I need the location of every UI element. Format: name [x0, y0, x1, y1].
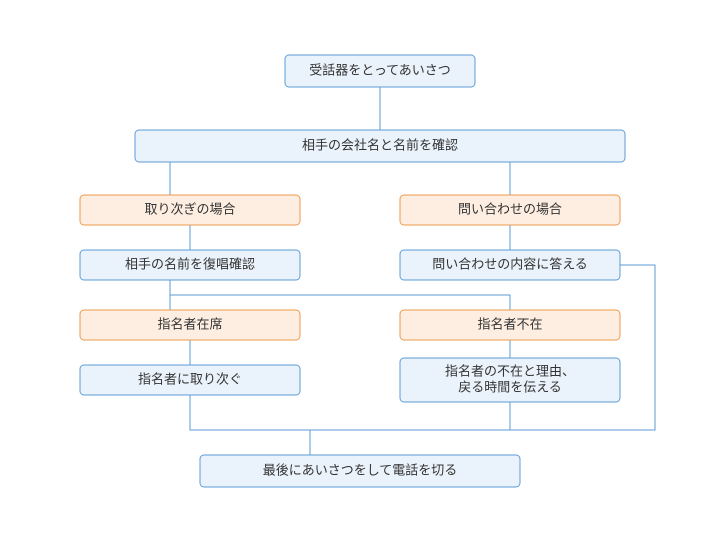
node-label: 相手の会社名と名前を確認: [302, 137, 458, 152]
flow-node-n6: 問い合わせの内容に答える: [400, 250, 620, 280]
node-label: 指名者に取り次ぐ: [138, 371, 242, 386]
flow-node-n10: 指名者の不在と理由、戻る時間を伝える: [400, 358, 620, 402]
flow-node-n2: 相手の会社名と名前を確認: [135, 130, 625, 162]
flow-node-n5: 相手の名前を復唱確認: [80, 250, 300, 280]
node-label: 問い合わせの内容に答える: [432, 256, 588, 271]
node-label: 相手の名前を復唱確認: [125, 256, 255, 271]
flowchart-canvas: 受話器をとってあいさつ相手の会社名と名前を確認取り次ぎの場合 問い合わせの場合相手…: [0, 0, 720, 540]
flow-node-n4: 問い合わせの場合: [400, 195, 620, 225]
flow-node-n8: 指名者不在: [400, 310, 620, 340]
node-label: 戻る時間を伝える: [458, 379, 562, 394]
node-label: 最後にあいさつをして電話を切る: [263, 462, 458, 477]
node-label: 指名者在席: [157, 316, 222, 331]
flow-node-n3: 取り次ぎの場合: [80, 195, 300, 225]
flow-node-n11: 最後にあいさつをして電話を切る: [200, 455, 520, 487]
node-label: 受話器をとってあいさつ: [309, 62, 451, 77]
flow-node-n9: 指名者に取り次ぐ: [80, 365, 300, 395]
node-label: 取り次ぎの場合: [144, 201, 235, 216]
flow-node-n7: 指名者在席: [80, 310, 300, 340]
node-label: 問い合わせの場合: [458, 201, 562, 216]
flow-node-n1: 受話器をとってあいさつ: [285, 55, 475, 87]
node-label: 指名者の不在と理由、: [445, 363, 575, 378]
node-label: 指名者不在: [477, 316, 542, 331]
